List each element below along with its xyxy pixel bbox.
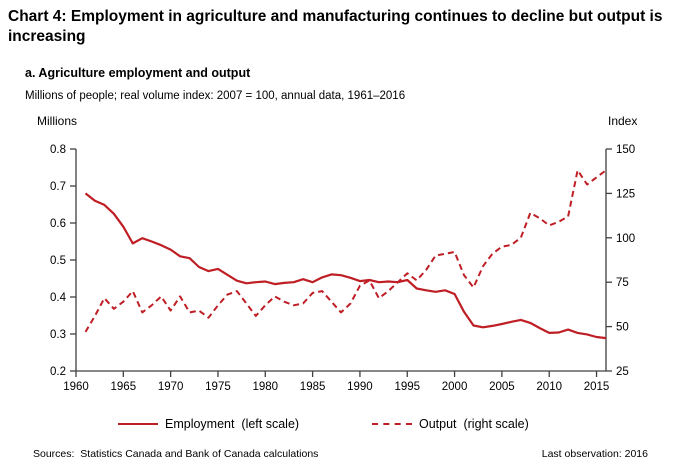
left-axis-tick-label: 0.3 <box>50 329 66 341</box>
panel-title: a. Agriculture employment and output <box>25 66 251 80</box>
left-axis-tick-label: 0.6 <box>50 218 66 230</box>
right-axis-tick-label: 25 <box>616 366 629 378</box>
left-axis-tick-label: 0.8 <box>50 144 66 156</box>
x-axis-tick-label: 1970 <box>158 381 184 393</box>
output-line-swatch <box>372 423 412 425</box>
legend-item-output: Output (right scale) <box>372 414 529 434</box>
x-axis-tick-label: 1980 <box>252 381 278 393</box>
x-axis-tick-label: 2005 <box>489 381 515 393</box>
right-axis-tick-label: 100 <box>616 233 635 245</box>
employment-line <box>84 192 607 340</box>
output-legend-label: Output (right scale) <box>419 417 529 431</box>
left-axis-tick-label: 0.5 <box>50 255 66 267</box>
left-axis-tick-label: 0.4 <box>50 292 67 304</box>
employment-legend-label: Employment (left scale) <box>165 417 300 431</box>
x-axis-tick-label: 2015 <box>584 381 610 393</box>
right-axis-tick-label: 75 <box>616 277 629 289</box>
chart-legend: Employment (left scale) Output (right sc… <box>0 414 679 434</box>
chart-subtitle: Millions of people; real volume index: 2… <box>25 90 406 102</box>
employment-line-swatch <box>118 423 158 425</box>
x-axis-tick-label: 2010 <box>536 381 562 393</box>
output-line <box>84 169 607 333</box>
x-axis-tick-label: 1990 <box>347 381 373 393</box>
legend-item-employment: Employment (left scale) <box>118 414 299 434</box>
x-axis-tick-label: 1965 <box>111 381 137 393</box>
right-axis-tick-label: 125 <box>616 188 635 200</box>
x-axis-tick-label: 1975 <box>205 381 231 393</box>
chart-title: Chart 4: Employment in agriculture and m… <box>8 8 663 46</box>
right-axis-unit-label: Index <box>608 114 638 128</box>
left-axis-unit-label: Millions <box>37 114 78 128</box>
last-observation-note: Last observation: 2016 <box>541 448 648 460</box>
right-axis-tick-label: 50 <box>616 322 629 334</box>
sources-note: Sources: Statistics Canada and Bank of C… <box>33 448 319 460</box>
left-axis-tick-label: 0.7 <box>50 181 66 193</box>
x-axis-tick-label: 1995 <box>394 381 420 393</box>
x-axis-tick-label: 1985 <box>300 381 326 393</box>
x-axis-tick-label: 1960 <box>63 381 89 393</box>
left-axis-tick-label: 0.2 <box>50 366 66 378</box>
x-axis-tick-label: 2000 <box>442 381 468 393</box>
right-axis-tick-label: 150 <box>616 144 635 156</box>
